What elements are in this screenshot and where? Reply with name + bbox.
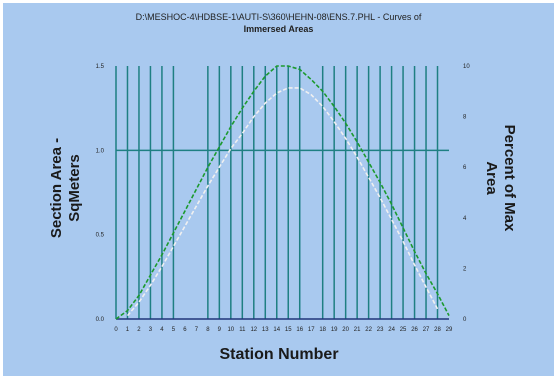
x-tick-label: 8 [206,327,210,333]
chart-title: D:\MESHOC-4\HDBSE-1\AUTI-S\360\HEHN-08\E… [3,11,554,35]
chart-title-line2: Immersed Areas [243,24,314,34]
x-tick-label: 6 [183,327,187,333]
x-tick-label: 0 [114,327,118,333]
x-axis-title: Station Number [219,346,338,363]
y-axis-left-title-line2: SqMeters [66,154,83,222]
x-tick-label: 22 [365,327,372,333]
x-tick-label: 20 [342,327,349,333]
x-tick-label: 9 [218,327,222,333]
y-left-tick-label: 1.0 [96,148,105,154]
y-axis-right-title-line1: Percent of Max [501,125,518,232]
x-tick-label: 3 [149,327,153,333]
x-tick-label: 23 [377,327,384,333]
x-tick-label: 24 [388,327,395,333]
y-right-tick-label: 6 [463,165,467,171]
y-left-tick-label: 0.5 [96,233,105,239]
x-tick-label: 5 [172,327,176,333]
x-tick-label: 27 [423,327,430,333]
x-tick-label: 17 [308,327,315,333]
series-group [115,65,450,320]
y-left-tick-label: 0.0 [96,317,105,323]
y-right-tick-label: 2 [463,266,467,272]
x-tick-label: 19 [331,327,338,333]
x-tick-label: 10 [227,327,234,333]
x-tick-label: 28 [434,327,441,333]
x-tick-label: 15 [285,327,292,333]
y-right-tick-label: 0 [463,317,467,323]
x-tick-label: 4 [160,327,164,333]
chart-plot: 0 1 2 3 4 5 6 7 8 9 10 11 12 13 14 15 16 17 18 19 20 21 22 23 24… [48,64,518,363]
chart-title-line1: D:\MESHOC-4\HDBSE-1\AUTI-S\360\HEHN-08\E… [135,12,422,22]
y-axis-right-title-line2: Area [483,161,500,195]
tick-labels: 0 1 2 3 4 5 6 7 8 9 10 11 12 13 14 15 16 17 18 19 20 21 22 23 24… [96,64,471,333]
x-tick-label: 29 [446,327,453,333]
y-right-tick-label: 8 [463,115,467,121]
x-tick-label: 25 [400,327,407,333]
x-tick-label: 21 [354,327,361,333]
chart-frame: D:\MESHOC-4\HDBSE-1\AUTI-S\360\HEHN-08\E… [3,3,554,376]
y-left-tick-label: 1.5 [96,64,105,70]
y-right-tick-label: 10 [463,64,470,70]
vertical-gridlines [115,66,439,319]
x-tick-label: 16 [296,327,303,333]
x-tick-label: 7 [195,327,199,333]
x-tick-label: 13 [262,327,269,333]
x-tick-label: 2 [137,327,141,333]
x-tick-label: 12 [250,327,257,333]
x-tick-label: 1 [126,327,130,333]
y-right-tick-label: 4 [463,216,467,222]
x-tick-label: 11 [239,327,246,333]
x-tick-label: 26 [411,327,418,333]
y-axis-left-title-line1: Section Area - [48,138,65,238]
series-line-1 [115,65,450,320]
x-tick-label: 18 [319,327,326,333]
x-tick-label: 14 [273,327,280,333]
